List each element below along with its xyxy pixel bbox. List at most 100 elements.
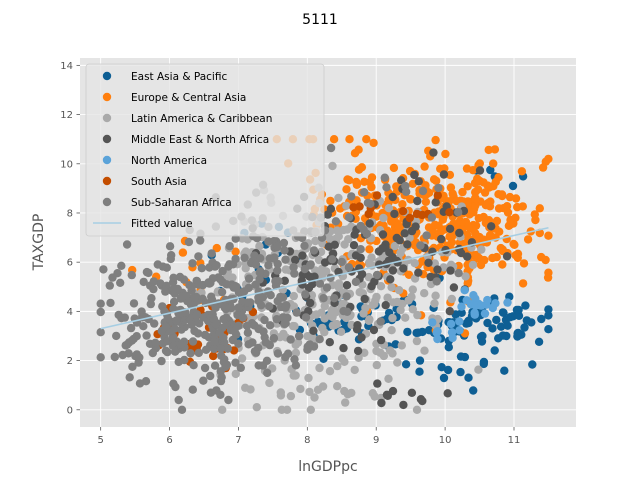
data-point [418,396,427,406]
data-point [343,225,352,234]
data-point [317,308,326,317]
data-point [188,259,197,268]
data-point [509,219,518,228]
data-point [454,268,463,278]
data-point [401,313,410,322]
data-point [404,270,414,279]
data-point [273,349,283,358]
data-point [471,201,480,210]
data-point [464,316,473,326]
data-point [544,154,553,164]
data-point [196,236,205,245]
data-point [290,269,299,278]
x-tick-label: 10 [439,435,452,446]
data-point [216,367,225,376]
data-point [498,260,507,269]
data-point [166,254,175,264]
data-point [127,336,136,345]
data-point [325,338,334,347]
data-point [424,326,434,335]
data-point [383,293,392,302]
data-point [421,197,431,206]
data-point [462,296,471,305]
data-point [243,328,253,337]
data-point [306,298,315,308]
data-point [438,215,447,224]
data-point [169,379,178,388]
data-point [488,324,497,333]
data-point [446,319,456,329]
x-tick-label: 8 [304,435,310,446]
data-point [344,213,354,222]
data-point [400,229,409,238]
data-point [443,389,452,398]
data-point [178,292,187,301]
data-point [205,279,214,288]
data-point [396,305,405,315]
data-point [407,292,416,302]
data-point [364,272,373,282]
data-point [412,328,421,338]
data-point [265,302,274,311]
data-point [443,365,453,375]
data-point [448,189,457,198]
data-point [413,196,422,206]
data-point [463,252,472,261]
data-point [260,315,269,325]
data-point [187,282,196,292]
data-point [512,305,522,315]
data-point [216,390,225,399]
legend-label: East Asia & Pacific [131,71,227,83]
data-point [250,347,260,356]
data-point [446,266,455,275]
data-point [242,321,252,331]
data-point [174,395,183,405]
data-point [333,361,342,371]
data-point [492,315,501,325]
y-tick-label: 8 [67,208,73,219]
data-point [388,266,398,275]
data-point [311,236,320,246]
legend-label: Middle East & North Africa [131,134,269,146]
data-point [258,361,268,370]
x-tick-label: 11 [508,435,521,446]
data-point [367,253,376,262]
data-point [222,280,231,289]
data-point [483,318,492,328]
data-point [535,204,544,213]
data-point [318,382,328,391]
data-point [328,255,337,264]
data-point [430,299,439,308]
data-point [433,191,442,200]
data-point [528,360,537,369]
data-point [456,352,466,361]
y-tick-label: 10 [60,159,73,170]
data-point [168,334,178,343]
data-point [329,135,339,144]
data-point [306,260,315,269]
data-point [342,201,351,210]
data-point [356,221,365,231]
data-point [496,322,506,331]
data-point [240,287,249,296]
data-point [403,240,412,249]
data-point [194,348,203,358]
data-point [265,378,274,388]
data-point [105,281,115,290]
data-point [378,230,388,239]
data-point [469,208,478,217]
data-point [365,260,375,269]
data-point [378,244,387,253]
data-point [456,367,465,377]
data-point [170,324,179,333]
y-tick-label: 4 [67,307,73,318]
data-point [218,405,227,414]
data-point [439,170,449,179]
data-point [381,301,390,310]
data-point [337,257,346,267]
data-point [142,267,152,277]
data-point [543,273,553,282]
data-point [384,374,393,383]
data-point [169,273,178,282]
data-point [237,354,247,363]
